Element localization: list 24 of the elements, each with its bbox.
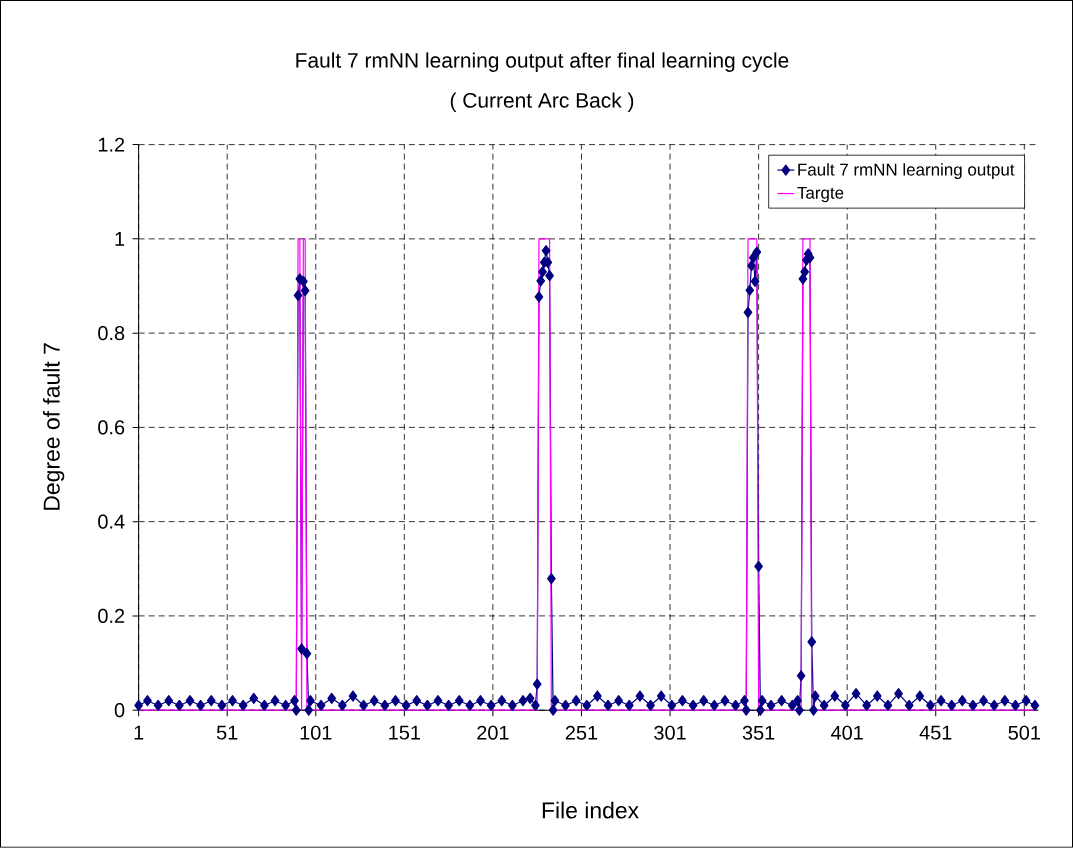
x-tick-label: 1 [134, 725, 144, 740]
x-tick-label: 501 [1008, 725, 1040, 740]
y-tick-label: 0.4 [98, 514, 125, 529]
x-tick-label: 351 [742, 725, 775, 740]
y-tick-label: 0.6 [98, 420, 125, 435]
y-tick-label: 0 [114, 703, 125, 718]
x-tick-label: 201 [477, 725, 509, 740]
x-tick-label: 101 [300, 725, 332, 740]
y-tick-label: 1.2 [98, 137, 125, 152]
y-tick-label: 0.2 [98, 608, 125, 624]
x-tick-label: 301 [654, 725, 686, 740]
y-tick-label: 1 [115, 232, 125, 246]
legend-label: Targte [797, 187, 844, 203]
y-tick-label: 0.8 [98, 326, 125, 341]
x-tick-label: 51 [216, 725, 238, 740]
x-tick-label: 251 [565, 725, 598, 740]
x-tick-label: 401 [830, 725, 863, 740]
y-axis-title: Degree of fault 7 [42, 343, 65, 510]
chart-subtitle: ( Current Arc Back ) [450, 92, 634, 113]
x-axis-title: File index [542, 801, 639, 819]
legend-label: Fault 7 rmNN learning output [798, 163, 1015, 180]
x-tick-label: 151 [389, 725, 420, 740]
chart-title: Fault 7 rmNN learning output after final learning cycle [296, 52, 789, 73]
x-tick-label: 451 [919, 725, 952, 740]
